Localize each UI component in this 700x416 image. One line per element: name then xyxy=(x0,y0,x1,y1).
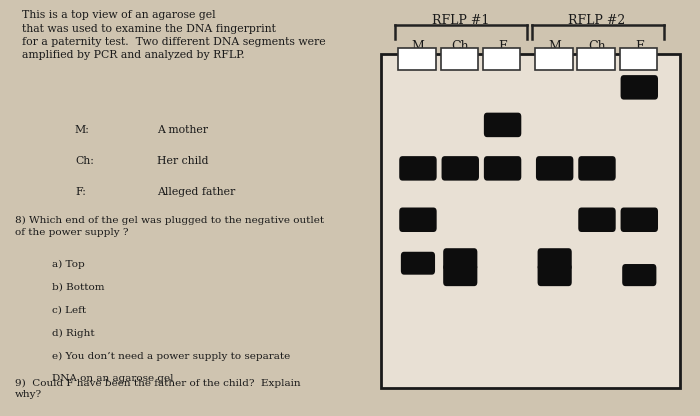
FancyBboxPatch shape xyxy=(538,248,572,270)
FancyBboxPatch shape xyxy=(442,156,479,181)
FancyBboxPatch shape xyxy=(536,156,573,181)
Text: e) You don’t need a power supply to separate: e) You don’t need a power supply to sepa… xyxy=(52,352,290,361)
FancyBboxPatch shape xyxy=(538,264,572,286)
Text: d) Right: d) Right xyxy=(52,329,95,338)
Text: b) Bottom: b) Bottom xyxy=(52,283,105,292)
Text: RFLP #1: RFLP #1 xyxy=(432,14,489,27)
Bar xyxy=(381,54,680,388)
FancyBboxPatch shape xyxy=(622,264,657,286)
FancyBboxPatch shape xyxy=(578,208,616,232)
Text: F:: F: xyxy=(75,187,86,197)
Text: 9)  Could F have been the father of the child?  Explain
why?: 9) Could F have been the father of the c… xyxy=(15,379,300,399)
Text: Her child: Her child xyxy=(158,156,209,166)
Text: Ch:: Ch: xyxy=(75,156,94,166)
FancyBboxPatch shape xyxy=(401,252,435,275)
Text: M: M xyxy=(412,40,424,53)
Text: c) Left: c) Left xyxy=(52,306,87,315)
Text: RFLP #2: RFLP #2 xyxy=(568,14,626,27)
Text: This is a top view of an agarose gel
that was used to examine the DNA fingerprin: This is a top view of an agarose gel tha… xyxy=(22,10,326,60)
FancyBboxPatch shape xyxy=(399,156,437,181)
Text: F: F xyxy=(498,40,507,53)
FancyBboxPatch shape xyxy=(443,248,477,270)
Text: M:: M: xyxy=(75,125,90,135)
FancyBboxPatch shape xyxy=(621,75,658,99)
Bar xyxy=(620,48,657,69)
Bar xyxy=(535,48,573,69)
FancyBboxPatch shape xyxy=(484,156,522,181)
Bar xyxy=(483,48,521,69)
Text: A mother: A mother xyxy=(158,125,209,135)
Text: Ch: Ch xyxy=(588,40,606,53)
FancyBboxPatch shape xyxy=(443,264,477,286)
FancyBboxPatch shape xyxy=(621,208,658,232)
Text: Ch: Ch xyxy=(452,40,469,53)
Bar xyxy=(578,48,615,69)
Text: DNA on an agarose gel: DNA on an agarose gel xyxy=(52,374,174,384)
FancyBboxPatch shape xyxy=(399,208,437,232)
Text: a) Top: a) Top xyxy=(52,260,85,269)
Text: M: M xyxy=(548,40,561,53)
FancyBboxPatch shape xyxy=(484,113,522,137)
Text: Alleged father: Alleged father xyxy=(158,187,235,197)
Bar xyxy=(398,48,436,69)
Text: 8) Which end of the gel was plugged to the negative outlet
of the power supply ?: 8) Which end of the gel was plugged to t… xyxy=(15,216,324,237)
FancyBboxPatch shape xyxy=(578,156,616,181)
Text: F: F xyxy=(635,40,643,53)
Bar xyxy=(441,48,478,69)
